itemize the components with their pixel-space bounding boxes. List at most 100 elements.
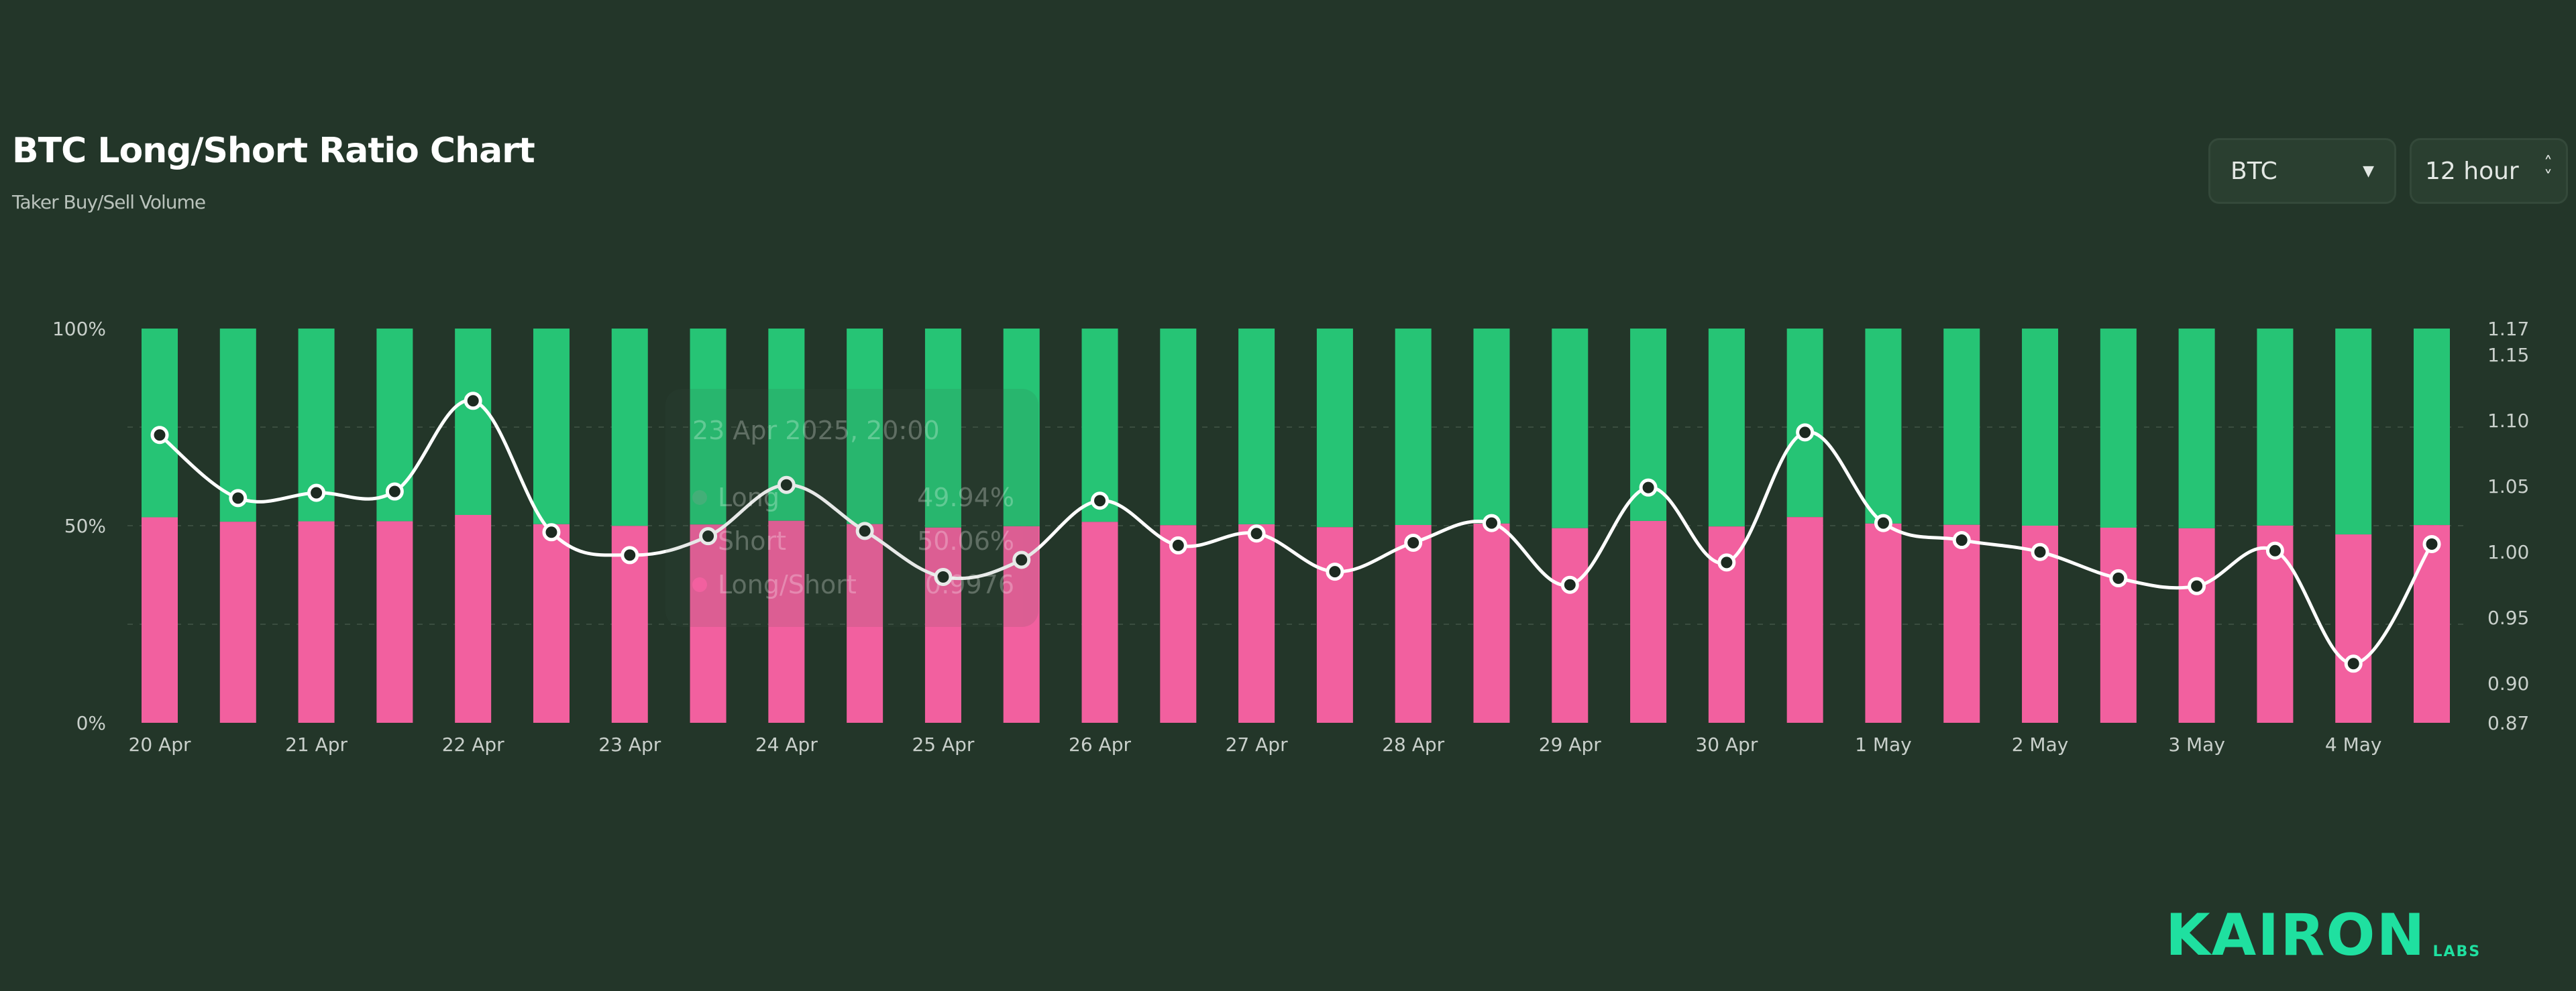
ratio-point [307, 483, 326, 502]
kairon-labs-logo: KAIRON LABS [2165, 907, 2481, 964]
ratio-point [1639, 478, 1658, 497]
caret-down-icon: ▼ [2363, 162, 2374, 180]
x-tick: 22 Apr [442, 734, 504, 756]
bar-short [1003, 329, 1040, 526]
ratio-point [1952, 531, 1971, 550]
bar-short [2257, 329, 2294, 526]
bar-short [690, 329, 727, 525]
bar-short [2100, 329, 2137, 528]
x-tick: 28 Apr [1382, 734, 1444, 756]
bar-long [1081, 522, 1118, 723]
bar-long [2335, 534, 2372, 723]
ratio-point [1796, 423, 1815, 442]
ratio-point [2265, 541, 2284, 560]
bar-long [847, 524, 883, 723]
bar-long [2100, 527, 2137, 723]
x-tick: 21 Apr [285, 734, 347, 756]
y-right-tick: 1.05 [2487, 475, 2529, 498]
ratio-point [542, 523, 561, 542]
ratio-point [1482, 514, 1501, 532]
bar-short [1395, 329, 1432, 526]
x-tick: 4 May [2325, 734, 2382, 756]
x-tick: 23 Apr [598, 734, 661, 756]
bar-long [298, 521, 335, 723]
bar-long [1395, 525, 1432, 723]
bar-short [1160, 329, 1197, 526]
ratio-point [621, 546, 639, 565]
tooltip-value: 49.94% [917, 483, 1014, 512]
ratio-point [464, 392, 482, 410]
ratio-line [158, 398, 2434, 666]
bar-long [1943, 524, 1980, 723]
bar-long [1473, 523, 1510, 723]
bar-long [1238, 524, 1275, 723]
coin-select[interactable]: BTC ▼ [2208, 138, 2396, 204]
ratio-point [777, 475, 796, 494]
ratio-point [934, 567, 953, 586]
bar-short [611, 329, 648, 526]
bar-long [376, 521, 413, 723]
ratio-point [150, 426, 169, 445]
ratio-point [1169, 536, 1187, 555]
chart-tooltip: 23 Apr 2025, 20:00 Long 49.94% Short 50.… [665, 389, 1038, 627]
interval-select-value: 12 hour [2425, 157, 2519, 185]
y-left-tick: 100% [52, 318, 106, 340]
tooltip-date: 23 Apr 2025, 20:00 [692, 416, 940, 445]
bar-short [2022, 329, 2059, 526]
ratio-point [1326, 563, 1344, 581]
chart-subtitle: Taker Buy/Sell Volume [12, 191, 206, 213]
bar-short [1238, 329, 1275, 524]
tooltip-row-ratio: Long/Short 0.9976 [692, 570, 1014, 599]
x-tick: 29 Apr [1539, 734, 1601, 756]
short-dot-icon [692, 534, 707, 548]
x-tick: 30 Apr [1695, 734, 1758, 756]
bar-short [1786, 329, 1823, 518]
ratio-point [2031, 542, 2049, 561]
ratio-point [1404, 533, 1423, 552]
bar-short [1708, 329, 1745, 527]
bar-short [847, 329, 883, 524]
x-tick: 3 May [2168, 734, 2225, 756]
tooltip-label: Short [718, 526, 786, 556]
bar-long [1630, 520, 1667, 723]
bar-long [690, 524, 727, 723]
coin-select-value: BTC [2231, 157, 2277, 185]
x-tick: 27 Apr [1226, 734, 1288, 756]
y-right-tick: 0.90 [2487, 673, 2529, 695]
ratio-point [699, 527, 718, 546]
ratio-point [1091, 491, 1110, 510]
x-tick: 2 May [2012, 734, 2069, 756]
y-right-tick: 1.17 [2487, 318, 2529, 340]
bar-short [1081, 329, 1118, 522]
x-tick: 1 May [1855, 734, 1912, 756]
ratio-point [1560, 575, 1579, 594]
bar-long [2414, 525, 2450, 723]
bar-short [1552, 329, 1589, 528]
bar-long [533, 524, 570, 723]
ratio-dot-icon [692, 577, 707, 592]
bar-long [1786, 517, 1823, 723]
bar-long [1316, 527, 1353, 723]
ratio-point [855, 522, 874, 540]
bar-short [2414, 329, 2450, 526]
y-right-tick: 0.95 [2487, 607, 2529, 629]
bar-short [924, 329, 961, 528]
bar-short [2335, 329, 2372, 535]
bar-long [2178, 528, 2215, 723]
interval-select[interactable]: 12 hour ˄ ˅ [2410, 138, 2568, 204]
y-right-tick: 1.00 [2487, 541, 2529, 563]
bar-short [1473, 329, 1510, 524]
bar-long [1160, 525, 1197, 723]
chart-title: BTC Long/Short Ratio Chart [12, 131, 535, 171]
chevron-up-down-icon: ˄ ˅ [2544, 154, 2553, 188]
long-dot-icon [692, 490, 707, 505]
bar-short [1316, 329, 1353, 528]
x-tick: 25 Apr [912, 734, 974, 756]
bar-long [219, 522, 256, 723]
bar-long [455, 515, 492, 723]
bar-long [768, 520, 805, 723]
logo-sub: LABS [2432, 943, 2481, 960]
y-left-tick: 50% [64, 515, 106, 537]
bar-long [142, 517, 178, 723]
